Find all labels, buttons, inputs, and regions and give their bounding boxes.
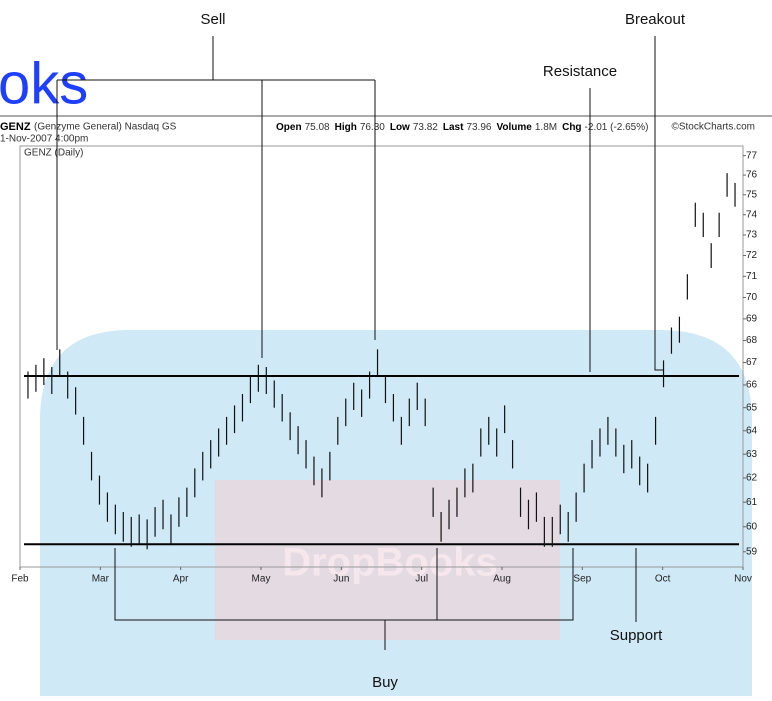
y-tick-label: 62 bbox=[746, 473, 758, 484]
quote-value: 73.82 bbox=[413, 122, 438, 133]
annotation: Support bbox=[610, 627, 663, 644]
x-tick-label: Nov bbox=[734, 574, 752, 585]
x-tick-label: Jun bbox=[333, 574, 349, 585]
annotation: Breakout bbox=[625, 11, 686, 28]
y-tick-label: 73 bbox=[746, 230, 758, 241]
y-tick-label: 60 bbox=[746, 521, 758, 532]
annotation: Resistance bbox=[543, 63, 617, 80]
plot-frame bbox=[19, 145, 744, 568]
y-tick-label: 71 bbox=[746, 271, 758, 282]
watermark-brand: DropBooks bbox=[282, 541, 498, 585]
y-tick-label: 66 bbox=[746, 380, 758, 391]
y-tick-label: 74 bbox=[746, 209, 758, 220]
watermark-text: oks bbox=[0, 51, 88, 116]
quote-value: 73.96 bbox=[466, 122, 491, 133]
y-tick-label: 75 bbox=[746, 189, 758, 200]
x-tick-label: Sep bbox=[573, 574, 591, 585]
y-tick-label: 59 bbox=[746, 546, 758, 557]
quote-label: Low bbox=[390, 122, 410, 133]
quote-line: Open 75.08 High 76.30 Low 73.82 Last 73.96 Volum… bbox=[276, 122, 648, 133]
quote-label: Chg bbox=[562, 122, 581, 133]
y-tick-label: 67 bbox=[746, 357, 758, 368]
x-tick-label: Apr bbox=[173, 574, 189, 585]
company: (Genzyme General) Nasdaq GS bbox=[34, 122, 177, 133]
y-tick-label: 64 bbox=[746, 425, 758, 436]
quote-value: 75.08 bbox=[305, 122, 330, 133]
source: ©StockCharts.com bbox=[671, 122, 755, 133]
y-tick-label: 76 bbox=[746, 170, 758, 181]
quote: Open 75.08 High 76.30 Low 73.82 Last 73.96 Volum… bbox=[276, 122, 648, 133]
quote-label: Volume bbox=[496, 122, 532, 133]
y-tick-label: 70 bbox=[746, 292, 758, 303]
quote-value: -2.01 (-2.65%) bbox=[585, 122, 649, 133]
x-tick-label: Aug bbox=[493, 574, 511, 585]
y-tick-label: 77 bbox=[746, 150, 758, 161]
x-tick-label: Feb bbox=[11, 574, 29, 585]
quote-label: Open bbox=[276, 122, 302, 133]
quote-label: Last bbox=[443, 122, 464, 133]
annotation: Sell bbox=[200, 11, 225, 28]
y-tick-label: 72 bbox=[746, 250, 758, 261]
quote-label: High bbox=[335, 122, 357, 133]
y-tick-label: 63 bbox=[746, 449, 758, 460]
symbol: GENZ bbox=[0, 121, 31, 133]
y-tick-label: 65 bbox=[746, 402, 758, 413]
x-tick-label: May bbox=[252, 574, 271, 585]
y-tick-label: 68 bbox=[746, 335, 758, 346]
quote-value: 76.30 bbox=[360, 122, 385, 133]
x-tick-label: Mar bbox=[92, 574, 110, 585]
y-tick-label: 69 bbox=[746, 313, 758, 324]
annotation: Buy bbox=[372, 674, 398, 691]
date: 1-Nov-2007 4:00pm bbox=[0, 134, 88, 145]
x-tick-label: Jul bbox=[415, 574, 428, 585]
quote-value: 1.8M bbox=[535, 122, 557, 133]
y-tick-label: 61 bbox=[746, 497, 758, 508]
pointers bbox=[56, 36, 664, 650]
panel-label: GENZ (Daily) bbox=[24, 148, 83, 159]
watermark-book bbox=[215, 480, 560, 640]
x-tick-label: Oct bbox=[655, 574, 671, 585]
